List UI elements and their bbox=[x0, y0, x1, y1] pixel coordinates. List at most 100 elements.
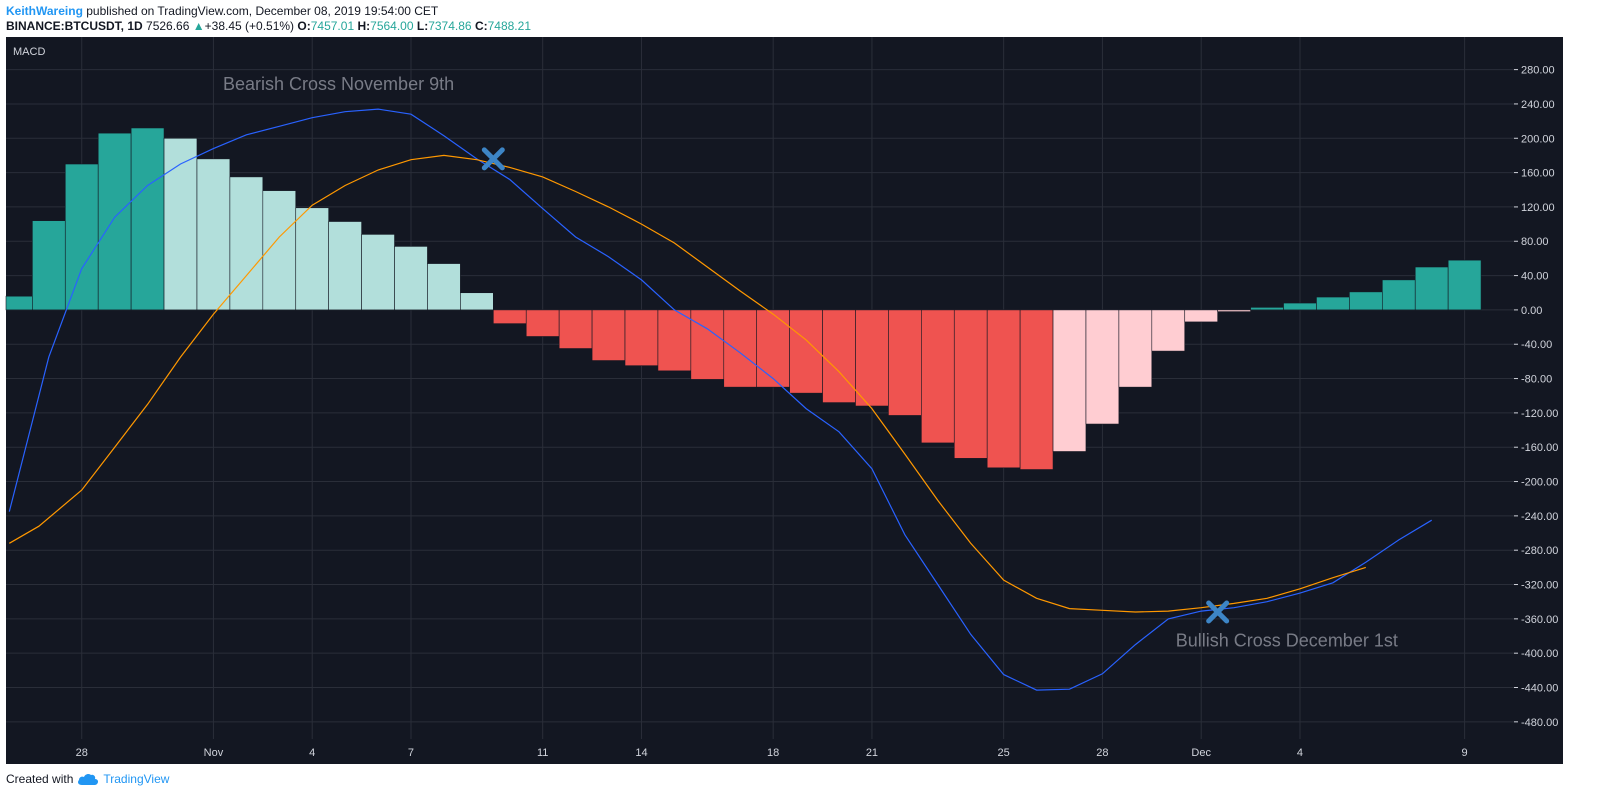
last-price: 7526.66 bbox=[146, 19, 190, 33]
created-with-text: Created with bbox=[6, 772, 74, 786]
histogram-bar bbox=[196, 158, 231, 311]
macd-line bbox=[8, 108, 1433, 691]
histogram-bar bbox=[1118, 309, 1153, 388]
cross-icon bbox=[481, 147, 505, 171]
histogram-bar bbox=[1151, 309, 1186, 352]
y-tick-label: -440.00 bbox=[1521, 683, 1558, 695]
open-value: 7457.01 bbox=[310, 19, 355, 33]
histogram-bar bbox=[953, 309, 988, 459]
time-scale[interactable] bbox=[6, 739, 1563, 764]
histogram-bar bbox=[986, 309, 1021, 469]
footer: Created with TradingView bbox=[6, 772, 169, 786]
annotation-text: Bullish Cross December 1st bbox=[1176, 630, 1398, 650]
histogram-bar bbox=[1184, 309, 1218, 323]
x-tick-label: 4 bbox=[309, 747, 315, 759]
plot-area[interactable] bbox=[6, 37, 1514, 739]
x-tick-label: 18 bbox=[767, 747, 779, 759]
author-link[interactable]: KeithWareing bbox=[6, 4, 83, 18]
histogram-bar bbox=[525, 309, 560, 337]
tradingview-link[interactable]: TradingView bbox=[103, 772, 170, 786]
bearish-cross-marker bbox=[481, 147, 505, 171]
indicator-label: MACD bbox=[13, 46, 45, 58]
signal-line bbox=[8, 154, 1366, 613]
histogram-bar bbox=[1019, 309, 1054, 470]
high-label: H: bbox=[357, 19, 371, 33]
x-axis-labels: 28 Nov 4 7 11 14 18 21 25 28 Dec 4 9 bbox=[76, 747, 1468, 759]
histogram-bar bbox=[657, 309, 692, 372]
y-tick-label: -40.00 bbox=[1521, 339, 1552, 351]
ohlc-line: BINANCE:BTCUSDT, 1D 7526.66 ▲+38.45 (+0.… bbox=[6, 19, 531, 34]
histogram-bar bbox=[427, 263, 461, 311]
y-tick-label: -480.00 bbox=[1521, 717, 1558, 729]
tradingview-cloud-icon bbox=[78, 773, 99, 785]
histogram-bar bbox=[1052, 309, 1087, 452]
y-tick-label: 120.00 bbox=[1521, 202, 1555, 214]
y-tick-label: -160.00 bbox=[1521, 442, 1558, 454]
histogram-bar bbox=[493, 309, 527, 324]
close-label: C: bbox=[474, 19, 488, 33]
histogram-bar bbox=[855, 309, 889, 407]
x-tick-label: 9 bbox=[1462, 747, 1468, 759]
low-label: L: bbox=[416, 19, 429, 33]
y-tick-label: 40.00 bbox=[1521, 271, 1549, 283]
x-tick-label: 7 bbox=[408, 747, 414, 759]
histogram-bar bbox=[921, 309, 955, 444]
price-change: +38.45 (+0.51%) bbox=[204, 19, 295, 33]
x-tick-label: 25 bbox=[998, 747, 1010, 759]
histogram-bar bbox=[1283, 302, 1317, 311]
y-tick-label: -280.00 bbox=[1521, 545, 1558, 557]
y-tick-label: 80.00 bbox=[1521, 236, 1549, 248]
y-axis-labels: 280.00 240.00 200.00 160.00 120.00 80.00 40.00… bbox=[1514, 65, 1558, 729]
y-tick-label: -400.00 bbox=[1521, 648, 1558, 660]
cross-icon bbox=[1206, 600, 1230, 624]
symbol-label: BINANCE:BTCUSDT, 1D bbox=[6, 19, 143, 33]
macd-lines bbox=[8, 108, 1433, 691]
annotation-text: Bearish Cross November 9th bbox=[223, 74, 454, 94]
histogram-bar bbox=[756, 309, 790, 388]
x-tick-label: 11 bbox=[537, 747, 548, 759]
cross-markers bbox=[481, 147, 1230, 624]
change-up-icon: ▲ bbox=[192, 19, 205, 33]
macd-chart[interactable]: Bearish Cross November 9th Bullish Cross … bbox=[0, 37, 1600, 764]
y-tick-label: -120.00 bbox=[1521, 408, 1558, 420]
y-tick-label: -240.00 bbox=[1521, 511, 1558, 523]
histogram-bar bbox=[591, 309, 626, 361]
y-tick-label: 280.00 bbox=[1521, 65, 1555, 77]
histogram-bar bbox=[1217, 309, 1251, 312]
histogram-bar bbox=[97, 132, 132, 311]
histogram-bar bbox=[130, 127, 165, 311]
histogram-bar bbox=[1447, 259, 1482, 311]
y-tick-label: -360.00 bbox=[1521, 614, 1558, 626]
histogram-bar bbox=[1085, 309, 1120, 425]
y-tick-label: 240.00 bbox=[1521, 99, 1555, 111]
histogram-bar bbox=[1414, 266, 1449, 311]
chart-header: KeithWareing published on TradingView.co… bbox=[6, 4, 531, 34]
histogram bbox=[5, 127, 1482, 470]
histogram-bar bbox=[32, 220, 66, 311]
histogram-bar bbox=[1381, 279, 1416, 311]
low-value: 7374.86 bbox=[428, 19, 472, 33]
histogram-bar bbox=[460, 292, 494, 311]
high-value: 7564.00 bbox=[370, 19, 414, 33]
price-scale[interactable] bbox=[1514, 37, 1563, 739]
y-tick-label: 200.00 bbox=[1521, 133, 1555, 145]
histogram-bar bbox=[394, 246, 428, 311]
published-text: published on TradingView.com, December 0… bbox=[86, 4, 439, 18]
histogram-bar bbox=[1316, 296, 1350, 311]
bullish-cross-marker bbox=[1206, 600, 1230, 624]
histogram-bar bbox=[822, 309, 856, 403]
histogram-bar bbox=[888, 309, 922, 416]
y-tick-label: 0.00 bbox=[1521, 305, 1542, 317]
x-tick-label: 28 bbox=[76, 747, 88, 759]
y-tick-label: -200.00 bbox=[1521, 477, 1558, 489]
x-tick-label: 28 bbox=[1096, 747, 1108, 759]
histogram-bar bbox=[64, 163, 99, 311]
x-tick-label: 14 bbox=[635, 747, 647, 759]
y-tick-label: -80.00 bbox=[1521, 374, 1552, 386]
open-label: O: bbox=[297, 19, 311, 33]
histogram-bar bbox=[723, 309, 758, 388]
y-tick-label: -320.00 bbox=[1521, 580, 1558, 592]
histogram-bar bbox=[163, 137, 198, 311]
x-tick-label: 4 bbox=[1297, 747, 1303, 759]
histogram-bar bbox=[624, 309, 659, 366]
